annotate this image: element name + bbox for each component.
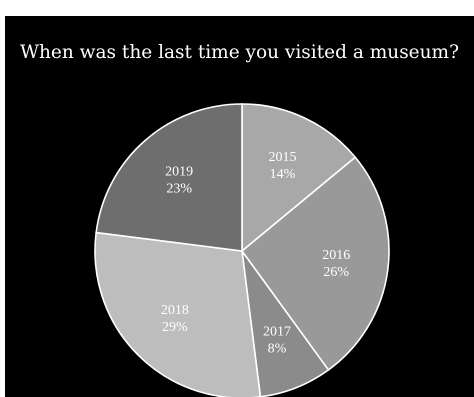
slice-label-2016: 2016 xyxy=(322,248,350,263)
slice-label-2017: 2017 xyxy=(263,324,291,339)
chart-title: When was the last time you visited a mus… xyxy=(19,42,460,63)
slice-value-2016: 26% xyxy=(323,265,349,280)
slice-value-2018: 29% xyxy=(162,320,188,335)
pie-slice-2015 xyxy=(241,103,357,253)
slice-label-2018: 2018 xyxy=(161,303,189,318)
slice-label-2019: 2019 xyxy=(165,165,193,180)
chart-area: When was the last time you visited a mus… xyxy=(5,16,474,397)
slice-label-2015: 2015 xyxy=(268,150,296,165)
slice-value-2019: 23% xyxy=(166,182,192,197)
pie-slice-2018 xyxy=(94,231,262,397)
pie-slice-2019 xyxy=(95,103,243,252)
slice-value-2015: 14% xyxy=(270,167,296,182)
pie-chart: 2015 14% 2016 26% 2017 8% 2018 29% 2019 23% xyxy=(94,103,390,397)
slice-value-2017: 8% xyxy=(268,341,287,356)
pie-slice-2016 xyxy=(240,156,390,372)
